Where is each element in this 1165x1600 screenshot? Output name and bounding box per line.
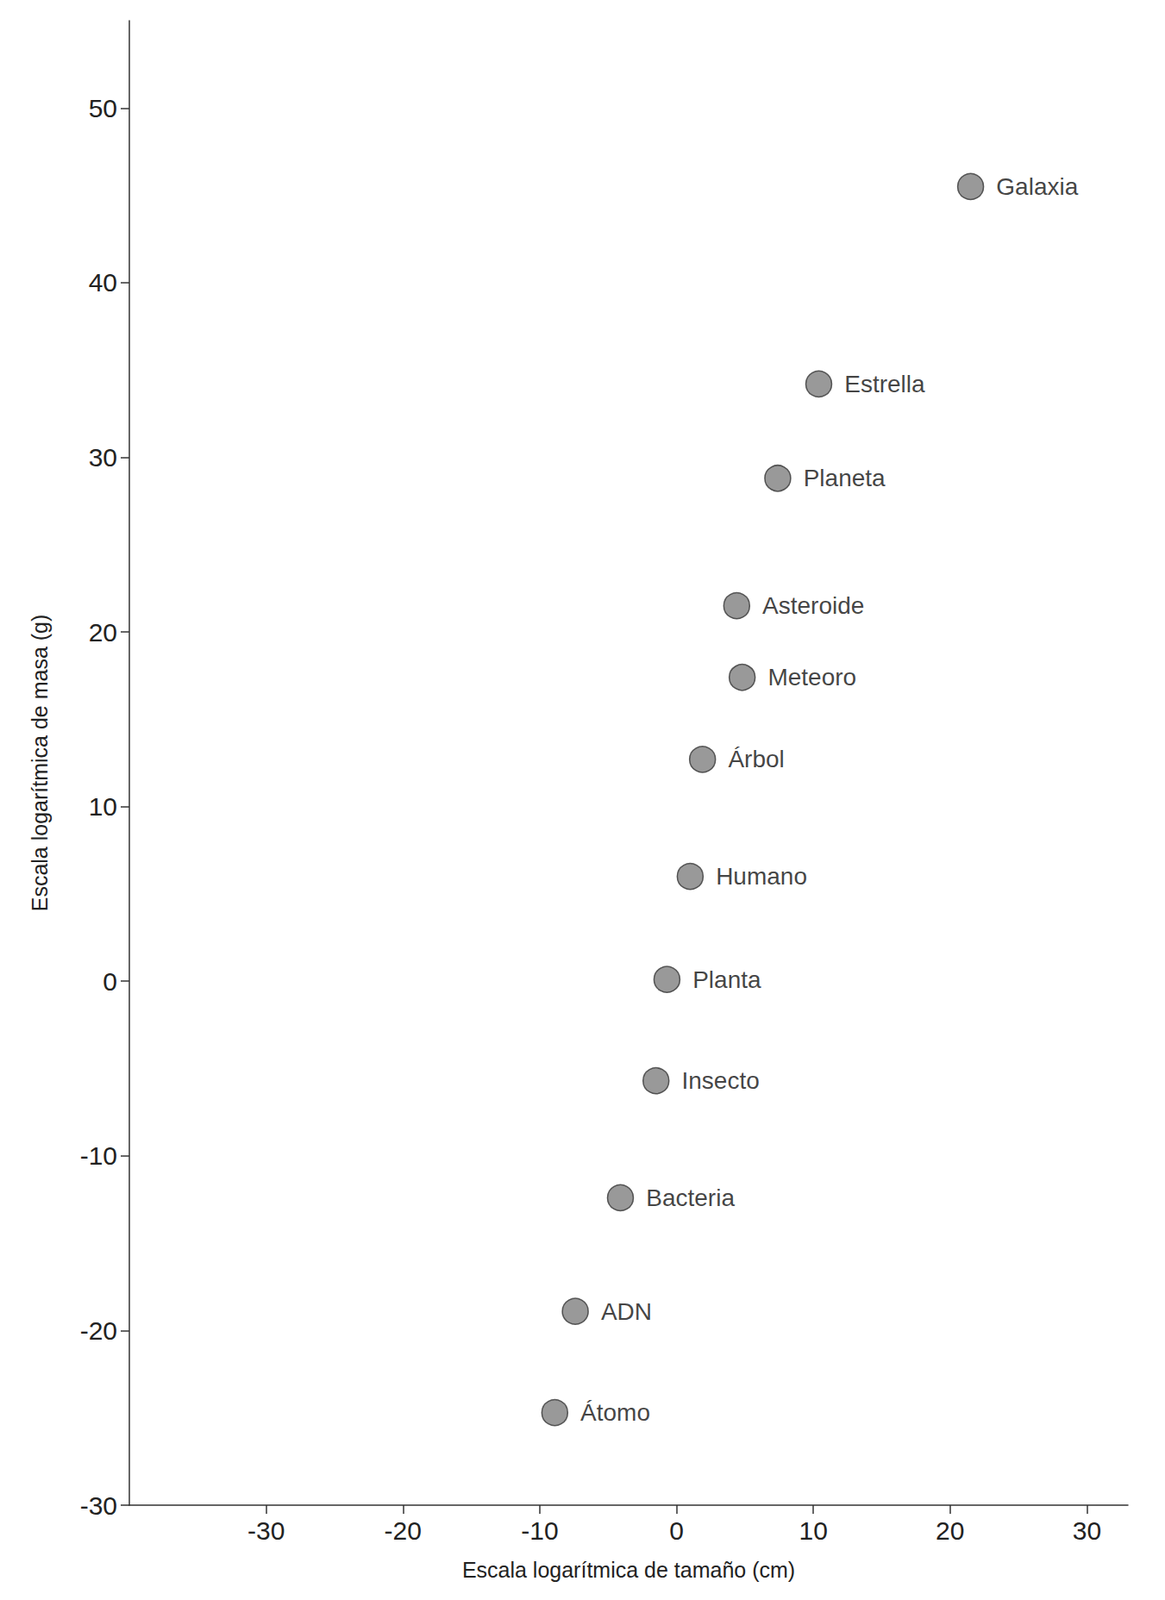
svg-text:-30: -30 bbox=[80, 1491, 118, 1521]
svg-text:Escala logarítmica de tamaño (: Escala logarítmica de tamaño (cm) bbox=[462, 1558, 796, 1583]
svg-text:Planta: Planta bbox=[692, 966, 762, 994]
svg-text:Meteoro: Meteoro bbox=[767, 663, 857, 691]
svg-text:Humano: Humano bbox=[715, 863, 808, 890]
svg-text:-20: -20 bbox=[384, 1516, 422, 1546]
svg-text:Estrella: Estrella bbox=[844, 370, 926, 398]
svg-text:-10: -10 bbox=[520, 1516, 558, 1546]
svg-text:ADN: ADN bbox=[601, 1298, 652, 1326]
svg-text:-30: -30 bbox=[247, 1516, 285, 1546]
svg-text:-10: -10 bbox=[80, 1141, 118, 1171]
svg-text:Átomo: Átomo bbox=[580, 1399, 651, 1427]
svg-text:Planeta: Planeta bbox=[803, 464, 886, 492]
svg-text:30: 30 bbox=[88, 443, 118, 472]
svg-text:10: 10 bbox=[88, 792, 118, 821]
svg-text:30: 30 bbox=[1072, 1516, 1102, 1546]
svg-text:Asteroide: Asteroide bbox=[762, 592, 865, 620]
svg-text:Escala logarítmica de masa (g): Escala logarítmica de masa (g) bbox=[27, 614, 52, 913]
svg-text:40: 40 bbox=[88, 268, 118, 297]
svg-text:Galaxia: Galaxia bbox=[995, 173, 1078, 201]
svg-text:Bacteria: Bacteria bbox=[645, 1184, 735, 1212]
svg-text:0: 0 bbox=[669, 1516, 684, 1546]
svg-text:Insecto: Insecto bbox=[681, 1067, 759, 1095]
svg-text:Árbol: Árbol bbox=[727, 745, 784, 773]
svg-text:10: 10 bbox=[798, 1516, 827, 1546]
svg-text:50: 50 bbox=[88, 93, 118, 123]
svg-text:20: 20 bbox=[88, 618, 118, 647]
svg-text:20: 20 bbox=[935, 1516, 965, 1546]
svg-text:0: 0 bbox=[102, 967, 118, 996]
svg-text:-20: -20 bbox=[80, 1316, 118, 1346]
